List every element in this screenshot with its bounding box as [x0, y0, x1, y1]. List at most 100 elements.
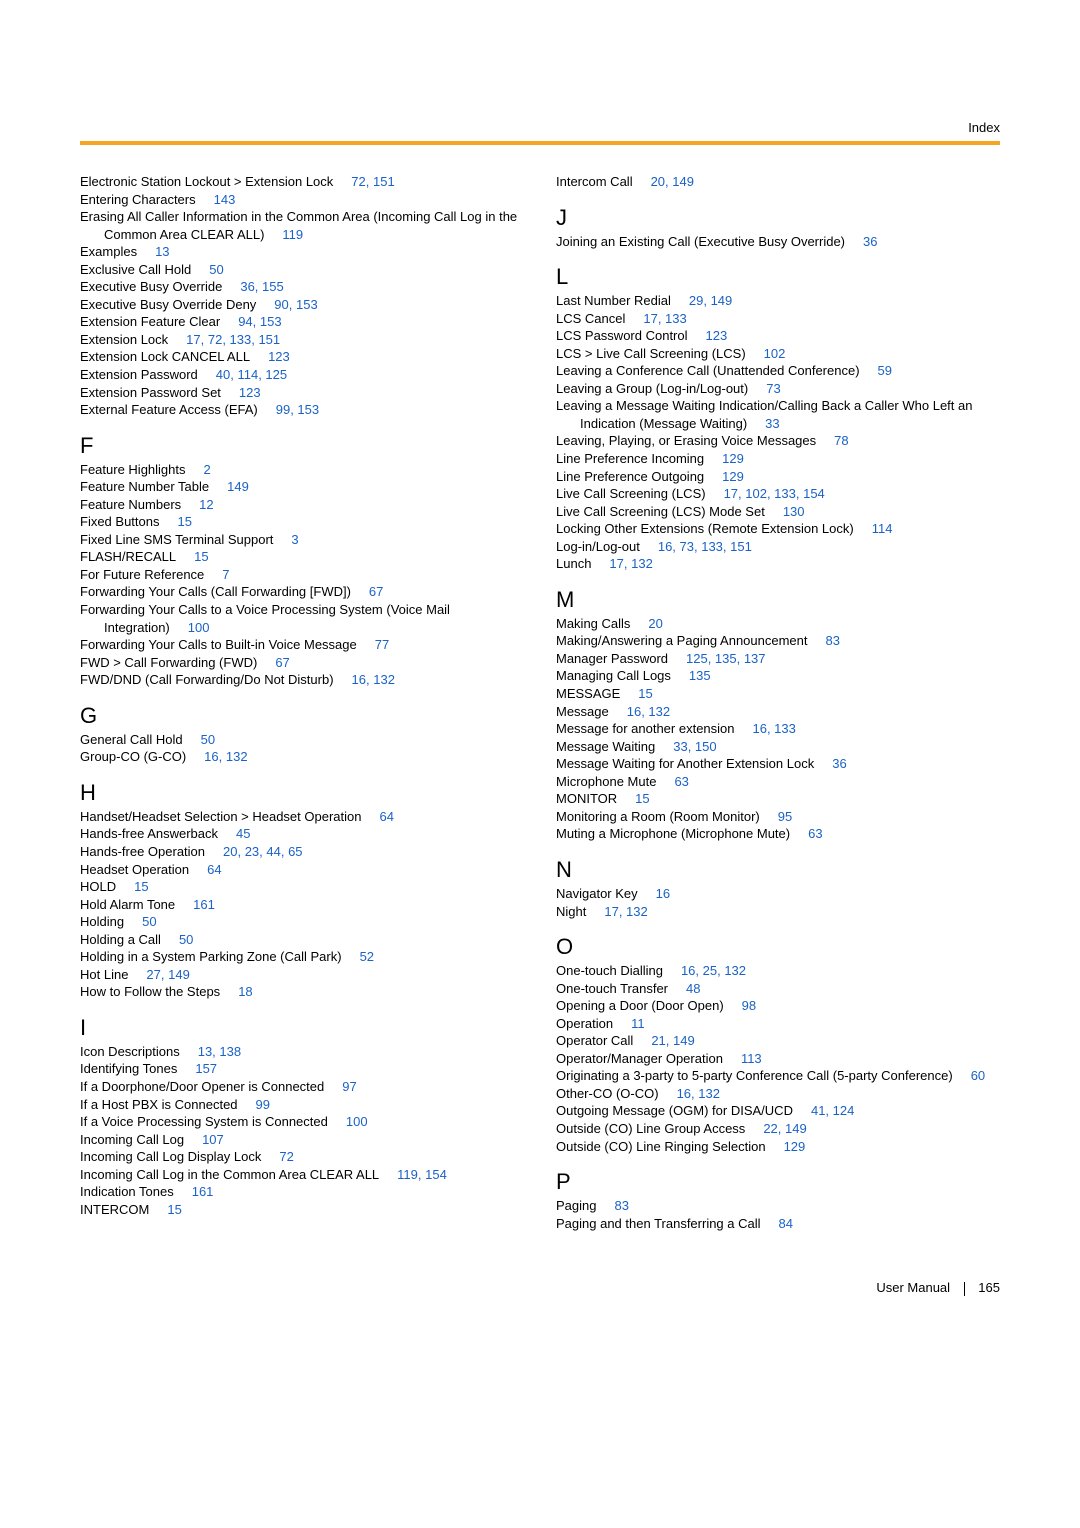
index-entry-pages[interactable]: 59	[860, 363, 892, 378]
index-entry-pages[interactable]: 78	[816, 433, 848, 448]
index-entry-pages[interactable]: 83	[808, 633, 840, 648]
index-entry-pages[interactable]: 113	[723, 1051, 762, 1066]
index-entry-pages[interactable]: 72, 151	[333, 174, 394, 189]
index-entry-pages[interactable]: 114	[854, 521, 893, 536]
index-entry-pages[interactable]: 99	[238, 1097, 270, 1112]
index-entry-pages[interactable]: 107	[184, 1132, 224, 1147]
index-entry-pages[interactable]: 15	[617, 791, 649, 806]
index-entry-text: Executive Busy Override Deny	[80, 297, 256, 312]
idx-voice-processing-connected: If a Voice Processing System is Connecte…	[80, 1113, 524, 1131]
index-entry-pages[interactable]: 15	[176, 549, 208, 564]
index-entry-pages[interactable]: 60	[953, 1068, 985, 1083]
index-entry-pages[interactable]: 64	[361, 809, 393, 824]
index-entry-pages[interactable]: 129	[766, 1139, 806, 1154]
index-entry-pages[interactable]: 84	[761, 1216, 793, 1231]
index-entry-pages[interactable]: 99, 153	[258, 402, 319, 417]
index-entry-pages[interactable]: 100	[328, 1114, 368, 1129]
index-entry-pages[interactable]: 16, 132	[609, 704, 670, 719]
index-entry-pages[interactable]: 50	[183, 732, 215, 747]
index-entry-pages[interactable]: 17, 133	[625, 311, 686, 326]
idx-extension-password-set: Extension Password Set123	[80, 384, 524, 402]
index-entry-pages[interactable]: 36	[814, 756, 846, 771]
index-entry-pages[interactable]: 125, 135, 137	[668, 651, 766, 666]
index-entry-pages[interactable]: 119, 154	[379, 1167, 447, 1182]
index-entry-pages[interactable]: 2	[186, 462, 211, 477]
index-entry-pages[interactable]: 130	[765, 504, 805, 519]
index-entry-pages[interactable]: 83	[596, 1198, 628, 1213]
index-entry-pages[interactable]: 98	[724, 998, 756, 1013]
index-entry-pages[interactable]: 123	[221, 385, 261, 400]
index-entry-pages[interactable]: 16, 133	[735, 721, 796, 736]
index-entry-pages[interactable]: 20, 23, 44, 65	[205, 844, 303, 859]
index-entry-pages[interactable]: 97	[324, 1079, 356, 1094]
index-entry-pages[interactable]: 7	[204, 567, 229, 582]
index-entry-pages[interactable]: 20	[630, 616, 662, 631]
index-entry-pages[interactable]: 29, 149	[671, 293, 732, 308]
index-entry-pages[interactable]: 16, 73, 133, 151	[640, 539, 752, 554]
index-entry-pages[interactable]: 13, 138	[180, 1044, 241, 1059]
index-entry-pages[interactable]: 161	[175, 897, 215, 912]
index-entry-pages[interactable]: 18	[220, 984, 252, 999]
index-entry-pages[interactable]: 95	[760, 809, 792, 824]
idx-doorphone-connected: If a Doorphone/Door Opener is Connected9…	[80, 1078, 524, 1096]
index-entry-pages[interactable]: 100	[170, 620, 210, 635]
index-entry-pages[interactable]: 45	[218, 826, 250, 841]
index-entry-pages[interactable]: 72	[261, 1149, 293, 1164]
index-entry-pages[interactable]: 16, 25, 132	[663, 963, 746, 978]
index-entry-pages[interactable]: 161	[174, 1184, 214, 1199]
index-entry-pages[interactable]: 33, 150	[655, 739, 716, 754]
index-entry-pages[interactable]: 13	[137, 244, 169, 259]
index-entry-pages[interactable]: 50	[191, 262, 223, 277]
index-entry-text: Microphone Mute	[556, 774, 656, 789]
index-entry-pages[interactable]: 33	[747, 416, 779, 431]
index-entry-pages[interactable]: 22, 149	[745, 1121, 806, 1136]
index-entry-pages[interactable]: 135	[671, 668, 711, 683]
index-entry-pages[interactable]: 12	[181, 497, 213, 512]
index-entry-pages[interactable]: 36	[845, 234, 877, 249]
index-entry-pages[interactable]: 15	[116, 879, 148, 894]
index-entry-pages[interactable]: 67	[257, 655, 289, 670]
index-entry-pages[interactable]: 3	[273, 532, 298, 547]
index-entry-pages[interactable]: 157	[177, 1061, 217, 1076]
index-entry-pages[interactable]: 16, 132	[186, 749, 247, 764]
index-entry-pages[interactable]: 16, 132	[334, 672, 395, 687]
index-entry-pages[interactable]: 119	[264, 227, 303, 242]
index-entry-pages[interactable]: 77	[357, 637, 389, 652]
index-entry-pages[interactable]: 123	[250, 349, 290, 364]
index-entry-pages[interactable]: 123	[688, 328, 728, 343]
index-entry-pages[interactable]: 40, 114, 125	[198, 367, 287, 382]
index-entry-pages[interactable]: 15	[160, 514, 192, 529]
index-entry-pages[interactable]: 52	[342, 949, 374, 964]
index-entry-pages[interactable]: 73	[748, 381, 780, 396]
index-entry-pages[interactable]: 64	[189, 862, 221, 877]
index-entry-pages[interactable]: 11	[613, 1016, 645, 1031]
index-entry-pages[interactable]: 129	[704, 469, 744, 484]
index-entry-pages[interactable]: 17, 72, 133, 151	[168, 332, 280, 347]
index-entry-pages[interactable]: 17, 102, 133, 154	[706, 486, 825, 501]
index-entry-pages[interactable]: 15	[620, 686, 652, 701]
index-entry-pages[interactable]: 143	[196, 192, 236, 207]
index-entry-pages[interactable]: 16, 132	[659, 1086, 720, 1101]
index-entry-pages[interactable]: 48	[668, 981, 700, 996]
index-entry-pages[interactable]: 27, 149	[128, 967, 189, 982]
index-entry-pages[interactable]: 36, 155	[222, 279, 283, 294]
index-entry-pages[interactable]: 63	[790, 826, 822, 841]
index-entry-pages[interactable]: 149	[209, 479, 249, 494]
index-entry-pages[interactable]: 90, 153	[256, 297, 317, 312]
index-entry-pages[interactable]: 67	[351, 584, 383, 599]
index-entry-pages[interactable]: 50	[161, 932, 193, 947]
index-entry-pages[interactable]: 17, 132	[586, 904, 647, 919]
index-entry-pages[interactable]: 16	[638, 886, 670, 901]
index-entry-pages[interactable]: 21, 149	[633, 1033, 694, 1048]
index-entry-pages[interactable]: 94, 153	[220, 314, 281, 329]
idx-monitoring-room: Monitoring a Room (Room Monitor)95	[556, 808, 1000, 826]
index-entry-text: Hot Line	[80, 967, 128, 982]
index-entry-pages[interactable]: 50	[124, 914, 156, 929]
index-entry-pages[interactable]: 20, 149	[633, 174, 694, 189]
index-entry-pages[interactable]: 41, 124	[793, 1103, 854, 1118]
index-entry-pages[interactable]: 17, 132	[591, 556, 652, 571]
index-entry-pages[interactable]: 63	[656, 774, 688, 789]
index-entry-pages[interactable]: 15	[149, 1202, 181, 1217]
index-entry-pages[interactable]: 129	[704, 451, 744, 466]
index-entry-pages[interactable]: 102	[746, 346, 786, 361]
